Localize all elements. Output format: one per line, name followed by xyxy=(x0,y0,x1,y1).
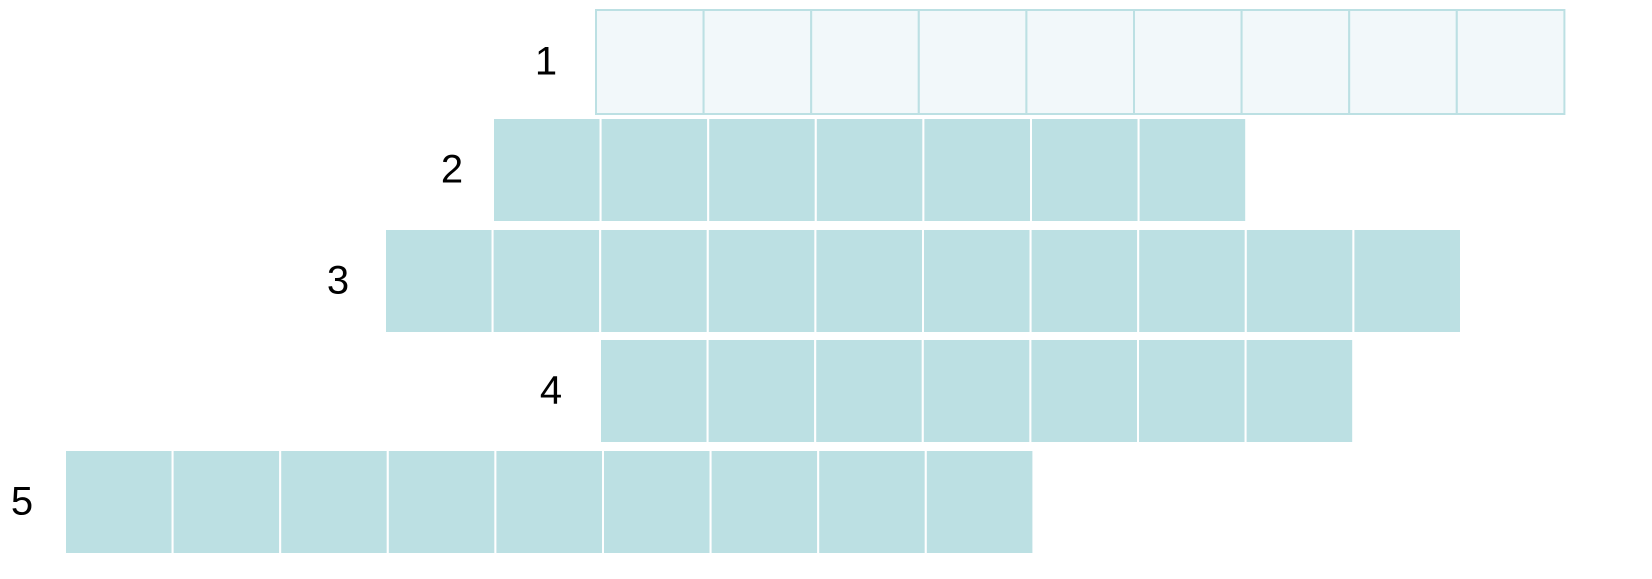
letter-cell[interactable] xyxy=(595,9,705,115)
letter-cell[interactable] xyxy=(599,117,710,223)
clue-number: 5 xyxy=(11,480,33,524)
letter-cell[interactable] xyxy=(924,449,1035,555)
letter-cell[interactable] xyxy=(1244,228,1355,334)
letter-cell[interactable] xyxy=(814,338,924,444)
letter-cell[interactable] xyxy=(1133,9,1243,115)
letter-cell[interactable] xyxy=(814,117,925,223)
letter-cell[interactable] xyxy=(917,9,1028,115)
letter-cell[interactable] xyxy=(1348,9,1458,115)
clue-number: 4 xyxy=(540,369,562,413)
letter-cell[interactable] xyxy=(922,117,1033,223)
letter-cell[interactable] xyxy=(1244,338,1355,444)
letter-cell[interactable] xyxy=(1352,228,1463,334)
letter-cell[interactable] xyxy=(814,228,925,334)
letter-cell[interactable] xyxy=(494,449,604,555)
clue-number: 3 xyxy=(327,259,349,303)
letter-cell[interactable] xyxy=(702,9,813,115)
letter-cell[interactable] xyxy=(1137,117,1248,223)
clue-number: 2 xyxy=(441,148,463,192)
letter-cell[interactable] xyxy=(599,228,709,334)
letter-cell[interactable] xyxy=(706,228,817,334)
letter-cell[interactable] xyxy=(810,9,920,115)
letter-cell[interactable] xyxy=(1029,338,1140,444)
letter-cell[interactable] xyxy=(1029,228,1140,334)
letter-cell[interactable] xyxy=(384,228,494,334)
letter-cell[interactable] xyxy=(709,449,820,555)
letter-cell[interactable] xyxy=(922,228,1032,334)
letter-cell[interactable] xyxy=(706,338,817,444)
clue-number: 1 xyxy=(535,40,557,84)
letter-cell[interactable] xyxy=(386,449,497,555)
letter-cell[interactable] xyxy=(1025,9,1136,115)
letter-cell[interactable] xyxy=(64,449,174,555)
letter-cell[interactable] xyxy=(171,449,282,555)
letter-cell[interactable] xyxy=(492,117,602,223)
letter-cell[interactable] xyxy=(817,449,927,555)
letter-cell[interactable] xyxy=(1137,338,1247,444)
letter-cell[interactable] xyxy=(1137,228,1247,334)
letter-cell[interactable] xyxy=(491,228,602,334)
letter-cell[interactable] xyxy=(599,338,709,444)
letter-cell[interactable] xyxy=(707,117,817,223)
letter-cell[interactable] xyxy=(1455,9,1566,115)
letter-cell[interactable] xyxy=(602,449,712,555)
letter-cell[interactable] xyxy=(279,449,389,555)
letter-cell[interactable] xyxy=(921,338,1032,444)
letter-cell[interactable] xyxy=(1240,9,1351,115)
letter-cell[interactable] xyxy=(1030,117,1140,223)
